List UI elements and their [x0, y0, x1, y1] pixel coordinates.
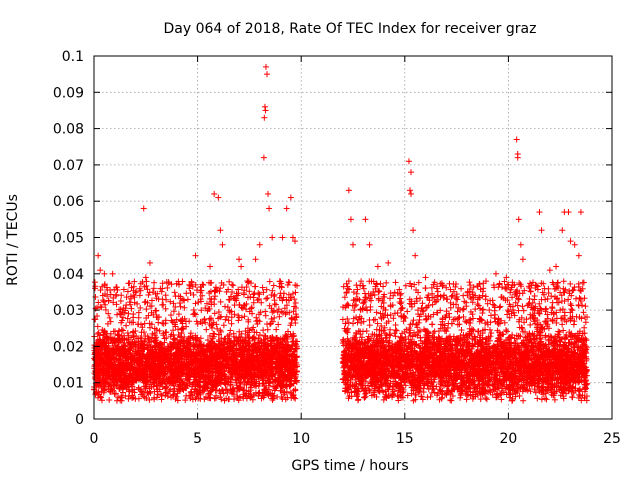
plot-background: [0, 0, 640, 480]
scatter-chart: 0 5 10 15 20 25 00.010.020.030.040.050.060.07…: [0, 0, 640, 480]
chart-container: 0 5 10 15 20 25 0 0.01 0.02 0.03 0.04 0.05 0.06 0.07…: [0, 0, 640, 480]
